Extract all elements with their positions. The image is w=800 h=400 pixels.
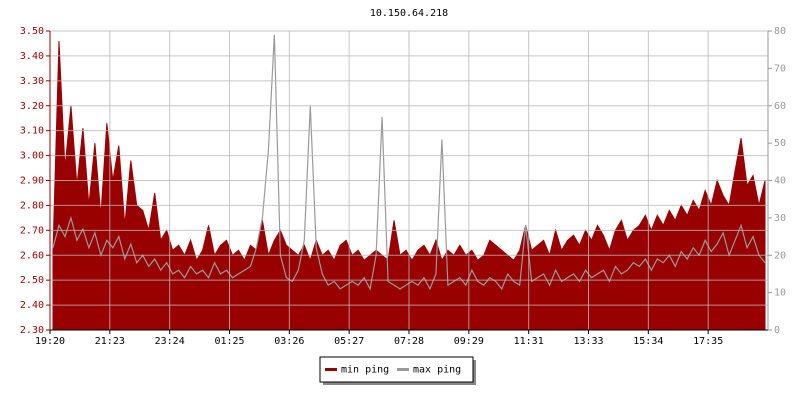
- chart-title: 10.150.64.218: [370, 8, 448, 19]
- y2-tick-label: 60: [774, 101, 786, 112]
- legend-label: min ping: [341, 365, 389, 376]
- x-tick-label: 13:33: [573, 336, 603, 347]
- y2-tick-label: 0: [774, 325, 780, 336]
- y-tick-label: 2.30: [20, 325, 44, 336]
- y-tick-label: 3.20: [20, 101, 44, 112]
- x-tick-label: 19:20: [35, 336, 65, 347]
- y-tick-label: 2.90: [20, 176, 44, 187]
- x-tick-label: 03:26: [274, 336, 304, 347]
- x-tick-label: 07:28: [394, 336, 424, 347]
- y-tick-label: 2.50: [20, 275, 44, 286]
- legend-box: [319, 356, 474, 383]
- x-tick-label: 01:25: [214, 336, 244, 347]
- x-tick-label: 09:29: [454, 336, 484, 347]
- y2-tick-label: 20: [774, 250, 786, 261]
- y-tick-label: 2.80: [20, 200, 44, 211]
- x-tick-label: 17:35: [693, 336, 723, 347]
- y-tick-label: 3.10: [20, 126, 44, 137]
- legend-label: max ping: [413, 365, 461, 376]
- y2-tick-label: 30: [774, 213, 786, 224]
- y2-tick-label: 80: [774, 26, 786, 37]
- x-tick-label: 23:24: [155, 336, 185, 347]
- x-tick-label: 05:27: [334, 336, 364, 347]
- x-tick-label: 21:23: [95, 336, 125, 347]
- y-tick-label: 3.00: [20, 151, 44, 162]
- y-tick-label: 3.30: [20, 76, 44, 87]
- y2-tick-label: 70: [774, 63, 786, 74]
- y-tick-label: 3.50: [20, 26, 44, 37]
- y-tick-label: 2.70: [20, 225, 44, 236]
- x-tick-label: 11:31: [514, 336, 544, 347]
- y2-tick-label: 50: [774, 138, 786, 149]
- x-tick-label: 15:34: [633, 336, 663, 347]
- y-tick-label: 2.60: [20, 250, 44, 261]
- area: [52, 40, 766, 331]
- y2-tick-label: 10: [774, 288, 786, 299]
- y-tick-label: 2.40: [20, 300, 44, 311]
- y-tick-label: 3.40: [20, 51, 44, 62]
- y2-tick-label: 40: [774, 176, 786, 187]
